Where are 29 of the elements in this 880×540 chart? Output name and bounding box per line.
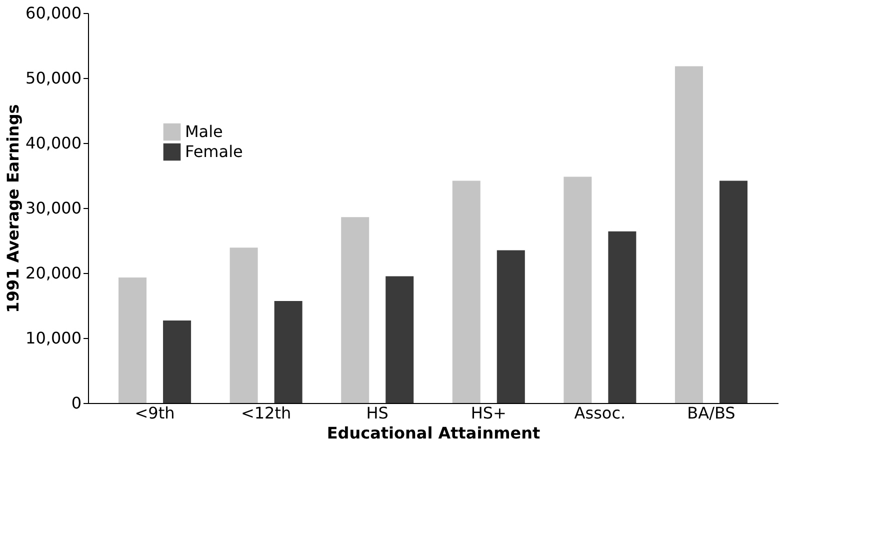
x-tick-label: Assoc. — [574, 404, 626, 422]
bar — [274, 300, 302, 403]
bar — [386, 276, 414, 403]
y-tick-label: 10,000 — [26, 328, 82, 348]
x-axis-title: Educational Attainment — [326, 424, 541, 442]
bar — [230, 248, 258, 403]
y-axis-title: 1991 Average Earnings — [4, 104, 23, 313]
y-tick-label: 40,000 — [26, 134, 82, 152]
x-tick-label: <9th — [134, 404, 175, 422]
y-tick-label: 0 — [71, 394, 82, 412]
x-tick-label: BA/BS — [687, 404, 736, 422]
bar — [674, 66, 703, 403]
y-tick-label: 50,000 — [26, 68, 82, 88]
bar — [163, 320, 192, 403]
bar — [564, 176, 592, 403]
x-tick-label: HS+ — [470, 404, 506, 422]
bar — [496, 250, 525, 403]
bar — [452, 180, 480, 403]
legend-label: Female — [185, 142, 243, 161]
x-tick-label: HS — [366, 404, 388, 422]
y-tick-label: 20,000 — [26, 264, 82, 282]
bar — [341, 217, 370, 403]
bar — [608, 231, 636, 403]
x-tick-label: <12th — [240, 404, 292, 422]
y-tick-label: 30,000 — [26, 198, 82, 218]
y-tick-label: 60,000 — [26, 4, 82, 22]
legend-label: Male — [185, 122, 223, 141]
bar — [118, 278, 147, 403]
bar — [719, 180, 748, 403]
